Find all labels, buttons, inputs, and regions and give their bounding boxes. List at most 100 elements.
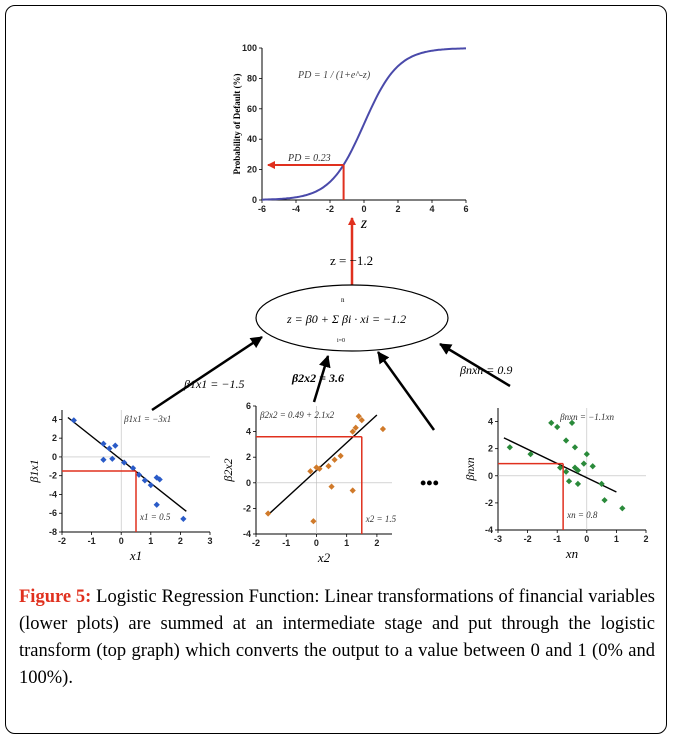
data-point bbox=[141, 477, 148, 484]
data-point bbox=[109, 455, 116, 462]
y-tick-label: 2 bbox=[52, 433, 57, 443]
x-tick-label: 0 bbox=[119, 536, 124, 546]
data-point bbox=[331, 456, 338, 463]
summation-formula: z = β0 + Σ βi · xi = −1.2 bbox=[286, 312, 406, 326]
data-point bbox=[100, 440, 107, 447]
x-tick-label: 1 bbox=[614, 534, 619, 544]
data-point bbox=[557, 464, 564, 471]
x-tick-label: 3 bbox=[207, 536, 212, 546]
x-tick-label: -2 bbox=[524, 534, 532, 544]
x-axis-label: xn bbox=[565, 546, 578, 561]
summation-ellipse bbox=[255, 284, 449, 352]
x-tick-label: 2 bbox=[374, 538, 379, 548]
y-tick-label: 80 bbox=[247, 73, 257, 83]
marker-annotation: x1 = 0.5 bbox=[139, 512, 171, 522]
data-point bbox=[554, 423, 561, 431]
y-tick-label: -8 bbox=[49, 527, 57, 537]
data-point bbox=[325, 463, 332, 470]
data-point bbox=[70, 417, 77, 424]
termn-label: βnxn = 0.9 bbox=[459, 363, 512, 377]
equation-label: βnxn = −1.1xn bbox=[559, 412, 614, 422]
y-axis-label: β2x2 bbox=[221, 458, 235, 482]
data-point bbox=[358, 416, 365, 424]
fit-line bbox=[67, 416, 187, 512]
x-tick-label: 6 bbox=[463, 204, 468, 214]
summation-upper-limit: n bbox=[341, 296, 345, 304]
summation-lower-limit: i=0 bbox=[337, 338, 345, 344]
data-point bbox=[352, 424, 359, 431]
y-tick-label: 4 bbox=[488, 417, 493, 427]
x-tick-label: -1 bbox=[282, 538, 290, 548]
pd-annotation: PD = 0.23 bbox=[287, 153, 331, 164]
data-point bbox=[100, 456, 107, 463]
data-point bbox=[349, 428, 356, 435]
data-point bbox=[589, 463, 596, 470]
data-point bbox=[548, 419, 555, 427]
ellipsis-dots: ••• bbox=[420, 473, 439, 493]
pd-formula: PD = 1 / (1+e^-z) bbox=[297, 70, 371, 81]
y-axis-label: βnxn bbox=[463, 457, 477, 481]
x-tick-label: 1 bbox=[344, 538, 349, 548]
y-tick-label: 0 bbox=[52, 452, 57, 462]
x-tick-label: -4 bbox=[292, 204, 300, 214]
data-point bbox=[147, 481, 154, 489]
data-point bbox=[328, 483, 335, 490]
x-tick-label: -1 bbox=[553, 534, 561, 544]
data-point bbox=[562, 437, 570, 444]
data-point bbox=[571, 444, 579, 451]
x-tick-label: 2 bbox=[643, 534, 648, 544]
data-point bbox=[310, 518, 317, 525]
data-point bbox=[379, 425, 387, 433]
y-tick-label: -4 bbox=[243, 529, 251, 539]
data-point bbox=[112, 442, 119, 449]
data-point bbox=[583, 450, 590, 458]
y-tick-label: -2 bbox=[485, 498, 493, 508]
data-point bbox=[180, 515, 187, 522]
data-point bbox=[568, 419, 576, 427]
caption-label: Figure 5: bbox=[19, 587, 92, 607]
x-axis-label: x2 bbox=[317, 550, 331, 565]
y-tick-label: 40 bbox=[247, 134, 257, 144]
x-tick-label: -2 bbox=[326, 204, 334, 214]
x-axis-label: z bbox=[360, 215, 368, 232]
x-axis-label: x1 bbox=[129, 548, 142, 563]
x-tick-label: -6 bbox=[258, 204, 266, 214]
y-tick-label: 0 bbox=[246, 478, 251, 488]
z-value-label: z = −1.2 bbox=[330, 253, 373, 268]
term3-arrow bbox=[376, 351, 436, 431]
data-point bbox=[355, 413, 362, 420]
data-point bbox=[307, 468, 314, 475]
x-tick-label: 4 bbox=[429, 204, 434, 214]
y-tick-label: 6 bbox=[246, 401, 251, 411]
data-point bbox=[601, 497, 608, 504]
y-tick-label: 0 bbox=[252, 195, 257, 205]
fit-line bbox=[267, 414, 378, 516]
y-axis-label: β1x1 bbox=[27, 459, 41, 483]
data-point bbox=[337, 452, 344, 460]
y-tick-label: -6 bbox=[49, 508, 57, 518]
termn-arrow bbox=[439, 342, 511, 388]
y-tick-label: -4 bbox=[485, 525, 493, 535]
y-tick-label: -4 bbox=[49, 489, 57, 499]
x-tick-label: -3 bbox=[494, 534, 502, 544]
term2-label: β2x2 = 3.6 bbox=[291, 371, 344, 385]
y-tick-label: 4 bbox=[246, 427, 251, 437]
x-tick-label: 0 bbox=[314, 538, 319, 548]
equation-label: β1x1 = −3x1 bbox=[123, 414, 171, 424]
x-tick-label: 0 bbox=[584, 534, 589, 544]
y-axis-label: Probability of Default (%) bbox=[232, 73, 242, 174]
y-tick-label: 60 bbox=[247, 104, 257, 114]
x-tick-label: -2 bbox=[252, 538, 260, 548]
data-point bbox=[574, 480, 582, 488]
data-point bbox=[565, 478, 573, 485]
y-tick-label: 4 bbox=[52, 414, 57, 424]
y-tick-label: 100 bbox=[242, 43, 257, 53]
y-tick-label: 0 bbox=[488, 471, 493, 481]
y-tick-label: -2 bbox=[243, 503, 251, 513]
y-tick-label: 20 bbox=[247, 165, 257, 175]
figure-frame bbox=[5, 5, 667, 734]
x-tick-label: 2 bbox=[395, 204, 400, 214]
